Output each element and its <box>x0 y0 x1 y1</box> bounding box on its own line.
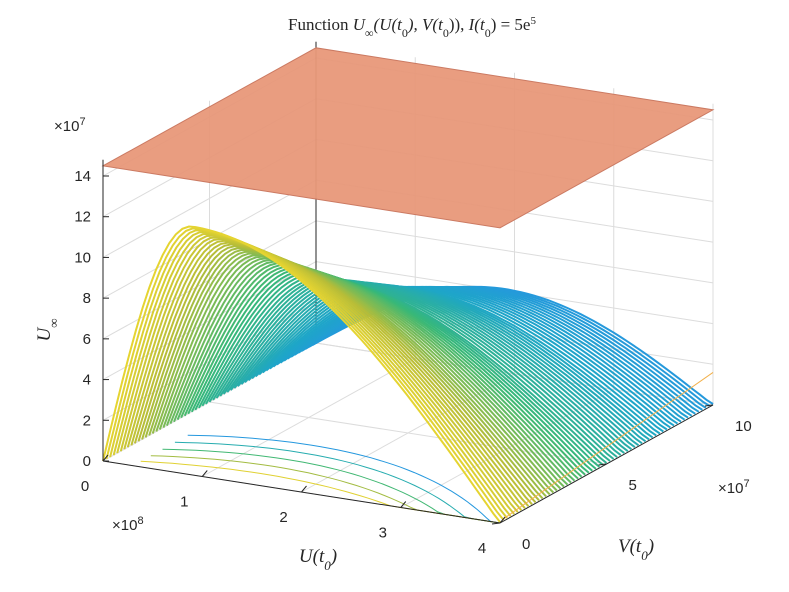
x-tick <box>102 454 109 462</box>
z-axis-label: U∞ <box>34 318 61 341</box>
z-tick-label: 14 <box>74 168 91 185</box>
surface-line <box>240 282 640 447</box>
surface-line <box>219 278 618 458</box>
surface-line <box>190 268 590 474</box>
surface-line <box>237 281 636 449</box>
top-plane <box>101 47 715 229</box>
surface-line <box>183 265 583 478</box>
z-tick-label: 4 <box>83 372 91 389</box>
surface-line <box>126 237 526 509</box>
surface-line <box>173 260 572 484</box>
y-tick <box>704 404 714 407</box>
contour-line <box>162 448 501 524</box>
surface-line <box>105 227 505 521</box>
surface-line <box>112 231 512 517</box>
z-tick-label: 6 <box>83 331 91 348</box>
y-tick <box>598 463 607 466</box>
surface-line <box>102 225 501 523</box>
y-tick-label: 5 <box>629 477 637 494</box>
x-tick-label: 3 <box>379 525 387 542</box>
surface-line <box>176 262 576 482</box>
surface-line <box>141 245 540 501</box>
y-multiplier: ×107 <box>718 478 750 497</box>
surface <box>102 225 714 523</box>
surface-line <box>155 252 555 494</box>
surface-line <box>187 266 586 476</box>
surface-line <box>169 258 569 486</box>
contour-line <box>140 460 501 524</box>
surface-line <box>254 284 654 439</box>
surface-line <box>208 276 608 464</box>
x-tick <box>400 501 407 508</box>
surface-line <box>222 279 622 456</box>
z-multiplier: ×107 <box>54 116 86 135</box>
surface-line <box>226 279 625 454</box>
surface-line <box>244 282 643 445</box>
surface-line <box>130 239 530 507</box>
x-multiplier: ×108 <box>112 515 144 534</box>
grid-line <box>202 358 416 477</box>
surface-line <box>165 257 565 488</box>
plane-face <box>101 47 715 229</box>
surface-line <box>212 277 611 462</box>
grid-line <box>400 389 614 508</box>
surface-line <box>247 283 647 443</box>
surface-line <box>251 283 650 441</box>
surface-line <box>123 236 523 511</box>
surface-line <box>229 280 629 452</box>
surface-line <box>258 285 657 437</box>
x-tick <box>499 516 506 524</box>
surface-line <box>233 280 632 451</box>
surface-line <box>201 273 601 468</box>
surface-line <box>180 263 579 480</box>
x-tick-label: 2 <box>279 509 287 526</box>
surface-line <box>148 248 547 498</box>
x-axis-label: U(t0) <box>299 546 337 573</box>
x-tick-label: 1 <box>180 494 188 511</box>
surface-line <box>215 278 615 460</box>
chart-title: Function U∞(U(t0), V(t0)), I(t0) = 5e5 <box>288 15 536 40</box>
edge-line <box>501 372 714 521</box>
y-tick-label: 0 <box>522 536 530 553</box>
surface-line <box>144 247 544 500</box>
y-tick-label: 10 <box>735 418 752 435</box>
x-tick <box>301 485 307 493</box>
surface-line <box>265 285 664 433</box>
surface-line <box>119 234 519 513</box>
z-tick-label: 12 <box>74 209 91 226</box>
contour-line <box>174 441 501 524</box>
y-tick <box>491 522 501 525</box>
surface-line <box>194 270 593 472</box>
x-tick-label: 4 <box>478 540 486 557</box>
surface-line <box>109 229 508 519</box>
surface-line <box>151 250 551 496</box>
z-tick-label: 2 <box>83 412 91 429</box>
surface-line <box>198 271 597 470</box>
z-tick-label: 8 <box>83 290 91 307</box>
surface-line <box>162 255 562 490</box>
surface-line <box>133 241 533 505</box>
surface-line <box>137 243 537 503</box>
surface-line <box>116 232 515 515</box>
contour-line <box>187 434 501 524</box>
axes <box>102 159 714 525</box>
x-tick-label: 0 <box>81 478 89 495</box>
surface-line <box>262 285 661 435</box>
surface-line <box>158 254 558 492</box>
x-tick <box>201 470 208 477</box>
z-tick-label: 10 <box>74 249 91 266</box>
z-tick-label: 0 <box>83 453 91 470</box>
y-axis-label: V(t0) <box>618 536 654 563</box>
